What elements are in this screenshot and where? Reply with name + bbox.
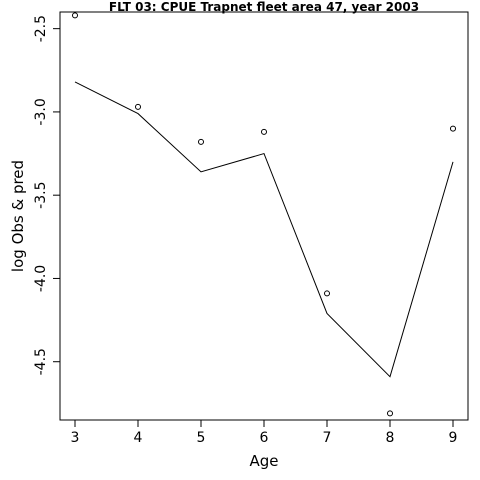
observed-point [450,125,456,132]
y-axis-label: log Obs & pred [9,160,27,272]
y-tick-label: -4.0 [33,265,49,292]
predicted-line [74,81,454,378]
y-axis: -2.5 -3.0 -3.5 -4.0 -4.5 [33,15,60,375]
x-axis: 3 4 5 6 7 8 9 [71,420,458,446]
x-tick-label: 3 [71,430,80,446]
y-tick-label: -3.0 [33,98,49,125]
predicted-series [74,81,454,378]
x-tick-label: 7 [323,430,332,446]
observed-point [198,138,204,145]
x-tick-label: 8 [386,430,395,446]
y-tick-label: -4.5 [33,348,49,375]
y-tick-label: -3.5 [33,182,49,209]
x-tick-label: 6 [260,430,269,446]
x-axis-label: Age [249,452,278,470]
plot-frame [59,11,469,421]
observed-point [261,128,267,135]
observed-point [135,103,141,110]
x-tick-label: 4 [134,430,143,446]
x-tick-label: 9 [449,430,458,446]
observed-series [72,12,456,417]
chart-title: FLT 03: CPUE Trapnet fleet area 47, year… [109,0,419,14]
observed-point [72,12,78,19]
observed-point [324,290,330,297]
y-tick-label: -2.5 [33,15,49,42]
x-tick-label: 5 [197,430,206,446]
observed-point [387,410,393,417]
